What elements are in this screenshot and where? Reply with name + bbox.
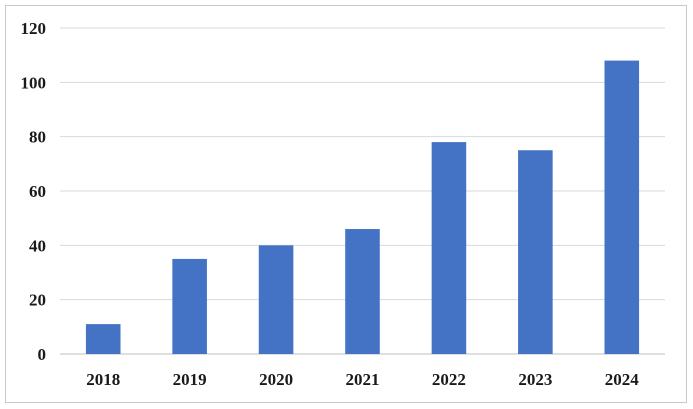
- x-tick-label: 2019: [173, 370, 207, 389]
- x-tick-label: 2020: [259, 370, 293, 389]
- bar-2019: [172, 258, 207, 354]
- x-tick-label: 2022: [432, 370, 466, 389]
- y-tick-label: 0: [38, 345, 47, 364]
- bar-2024: [604, 60, 640, 354]
- bar-2021: [345, 229, 380, 354]
- x-axis-ticks: 2018 2019 2020 2021 2022 2023 2024: [86, 370, 639, 389]
- x-tick-label: 2024: [605, 370, 640, 389]
- x-tick-label: 2023: [518, 370, 552, 389]
- gridlines: [60, 27, 665, 355]
- y-tick-label: 60: [29, 182, 46, 201]
- bar-2020: [258, 245, 294, 354]
- x-tick-label: 2021: [346, 370, 380, 389]
- bars: [85, 60, 640, 354]
- bar-2023: [518, 150, 553, 354]
- y-tick-label: 120: [21, 19, 47, 38]
- y-tick-label: 80: [29, 128, 46, 147]
- y-tick-label: 100: [21, 73, 47, 92]
- bar-2022: [431, 142, 467, 354]
- y-tick-label: 40: [29, 236, 46, 255]
- bar-2018: [85, 324, 121, 354]
- y-axis-ticks: 0 20 40 60 80 100 120: [21, 19, 47, 364]
- x-tick-label: 2018: [86, 370, 120, 389]
- y-tick-label: 20: [29, 291, 46, 310]
